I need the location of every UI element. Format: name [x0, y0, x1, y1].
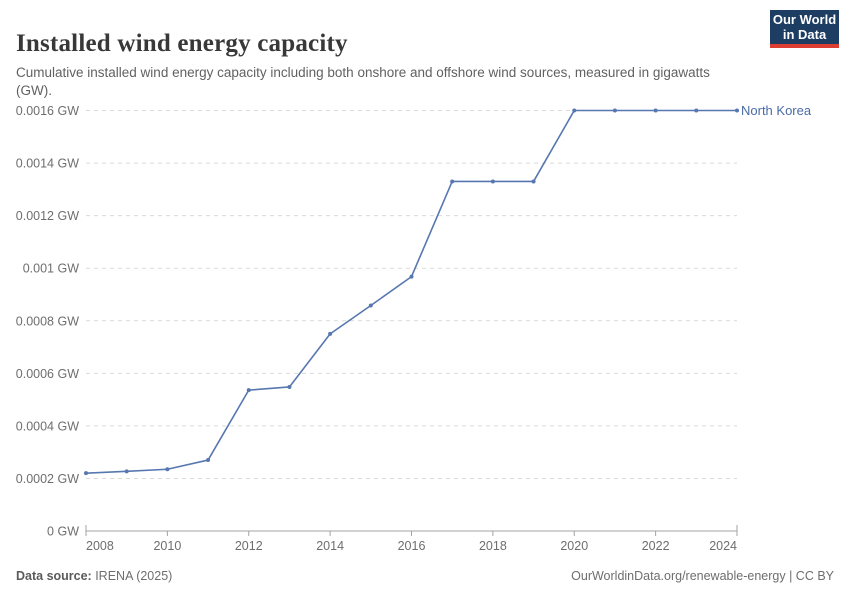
data-point[interactable]	[84, 471, 88, 476]
data-point[interactable]	[653, 108, 658, 113]
x-axis-tick-label: 2008	[86, 539, 114, 553]
x-axis-tick-label: 2016	[398, 539, 426, 553]
data-point[interactable]	[287, 384, 292, 389]
data-point[interactable]	[531, 179, 536, 184]
data-point[interactable]	[735, 108, 739, 113]
data-point[interactable]	[124, 469, 129, 474]
data-source-label: Data source:	[16, 569, 92, 583]
x-axis-tick-label: 2010	[153, 539, 181, 553]
x-axis-tick-label: 2012	[235, 539, 263, 553]
license-note[interactable]: OurWorldinData.org/renewable-energy | CC…	[571, 569, 834, 583]
data-line[interactable]	[85, 109, 737, 474]
owid-logo-line2: in Data	[782, 27, 827, 42]
y-axis-tick-label: 0.0012 GW	[16, 209, 79, 223]
data-point[interactable]	[328, 331, 333, 336]
data-point[interactable]	[206, 458, 211, 463]
data-point[interactable]	[694, 108, 699, 113]
x-axis-tick-label: 2022	[642, 539, 670, 553]
y-axis-tick-label: 0.0002 GW	[16, 472, 79, 486]
data-source-note: Data source: IRENA (2025)	[16, 569, 172, 583]
y-axis-tick-label: 0.001 GW	[23, 262, 79, 276]
owid-logo-line1: Our World	[772, 12, 837, 27]
y-axis-tick-label: 0.0006 GW	[16, 367, 79, 381]
page-subtitle: Cumulative installed wind energy capacit…	[16, 64, 710, 99]
page-title: Installed wind energy capacity	[16, 29, 348, 57]
x-axis-tick-label: 2014	[316, 539, 344, 553]
y-axis-tick-label: 0.0008 GW	[16, 314, 79, 328]
data-point[interactable]	[612, 108, 617, 113]
y-axis-tick-label: 0.0014 GW	[16, 157, 79, 171]
data-point[interactable]	[246, 388, 251, 393]
x-axis-tick-label: 2024	[709, 539, 737, 553]
y-axis-tick-label: 0.0016 GW	[16, 104, 79, 118]
y-axis-tick-label: 0 GW	[47, 525, 79, 539]
owid-logo[interactable]: Our World in Data	[770, 10, 839, 48]
data-point[interactable]	[409, 274, 414, 279]
data-point[interactable]	[165, 467, 170, 472]
y-axis-tick-label: 0.0004 GW	[16, 419, 79, 433]
data-source-value: IRENA (2025)	[91, 569, 173, 583]
data-point[interactable]	[450, 179, 455, 184]
data-point[interactable]	[490, 179, 495, 184]
x-axis-tick-label: 2020	[560, 539, 588, 553]
data-point[interactable]	[368, 303, 373, 308]
x-axis-tick-label: 2018	[479, 539, 507, 553]
entity-label[interactable]: North Korea	[741, 103, 812, 118]
data-point[interactable]	[572, 108, 577, 113]
